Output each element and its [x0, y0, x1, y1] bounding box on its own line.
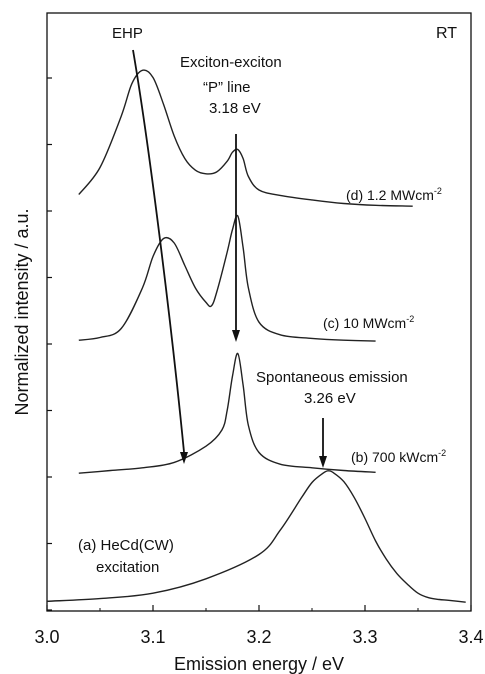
ehp-label: EHP — [112, 25, 143, 42]
y-axis-label: Normalized intensity / a.u. — [12, 208, 32, 415]
x-axis-label: Emission energy / eV — [174, 654, 344, 674]
spontaneous-arrowhead — [319, 456, 327, 468]
x-tick-label: 3.0 — [34, 627, 59, 647]
curve-label-d-text: (d) 1.2 MWcm — [346, 187, 434, 203]
x-tick-label: 3.2 — [246, 627, 271, 647]
exciton-label-line1: Exciton-exciton — [180, 54, 282, 71]
series-b-line — [78, 352, 376, 474]
curve-label-d-sup: -2 — [434, 186, 442, 196]
spontaneous-label: Spontaneous emission — [256, 369, 408, 386]
x-axis-ticks — [46, 605, 472, 611]
x-tick-label: 3.4 — [458, 627, 483, 647]
curve-label-b: (b) 700 kWcm-2 — [351, 448, 446, 465]
exciton-energy-label: 3.18 eV — [209, 100, 261, 117]
series-a-line — [46, 470, 466, 603]
spontaneous-energy-label: 3.26 eV — [304, 390, 356, 407]
exciton-label-line2: “P” line — [203, 79, 251, 96]
exciton-arrowhead — [232, 330, 240, 342]
x-tick-label: 3.1 — [140, 627, 165, 647]
hecd-label-line2: excitation — [96, 559, 159, 576]
curve-label-c: (c) 10 MWcm-2 — [323, 314, 414, 331]
x-axis-tick-labels: 3.0 3.1 3.2 3.3 3.4 — [34, 627, 483, 647]
y-axis-ticks — [47, 77, 52, 611]
curve-label-c-text: (c) 10 MWcm — [323, 315, 406, 331]
series-d-line — [78, 69, 413, 207]
curve-label-b-sup: -2 — [438, 448, 446, 458]
x-tick-label: 3.3 — [352, 627, 377, 647]
ehp-arrowhead — [180, 452, 188, 464]
series-layer — [46, 69, 466, 603]
curve-label-b-text: (b) 700 kWcm — [351, 449, 438, 465]
series-c-line — [78, 214, 376, 342]
ehp-arrow — [132, 49, 185, 453]
curve-label-d: (d) 1.2 MWcm-2 — [346, 186, 442, 203]
hecd-label-line1: (a) HeCd(CW) — [78, 537, 174, 554]
rt-label: RT — [436, 25, 457, 42]
curve-label-c-sup: -2 — [406, 314, 414, 324]
